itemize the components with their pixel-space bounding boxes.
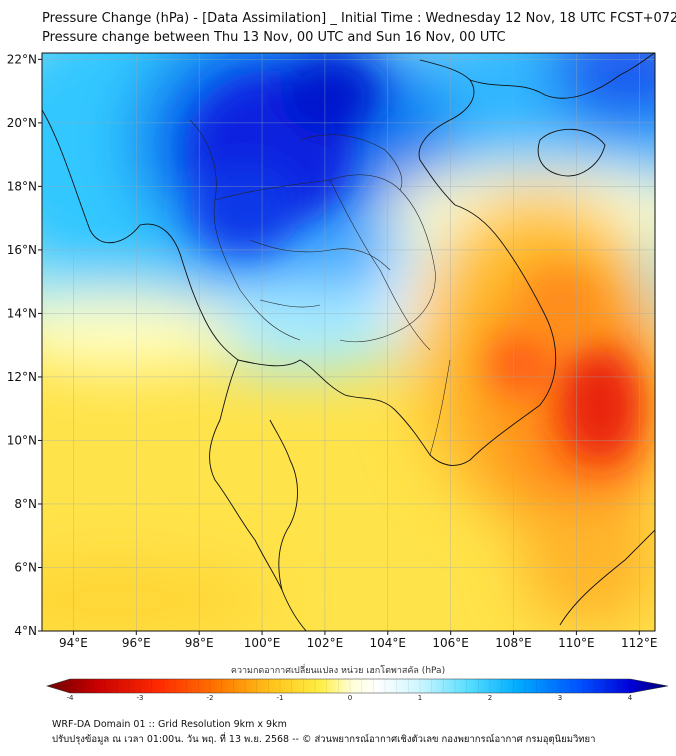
y-tick-label: 6°N	[14, 560, 37, 574]
y-tick-label: 10°N	[7, 433, 37, 447]
colorbar-tick-label: 4	[628, 694, 633, 702]
coastline-gulf	[237, 204, 557, 466]
x-tick-label: 106°E	[432, 636, 469, 650]
footer-model-info: WRF-DA Domain 01 :: Grid Resolution 9km …	[52, 719, 287, 730]
y-axis-ticks: 4°N 6°N 8°N 10°N 12°N 14°N 16°N 18°N 20°N 22°N	[7, 52, 42, 638]
x-tick-label: 98°E	[185, 636, 214, 650]
colorbar-tick-label: 2	[488, 694, 492, 702]
y-tick-label: 18°N	[7, 179, 37, 193]
y-tick-label: 22°N	[7, 52, 37, 66]
colorbar-tick-label: 3	[558, 694, 562, 702]
colorbar-ticks: -4 -3 -2 -1 0 1 2 3 4	[67, 679, 633, 702]
coastline-hainan	[537, 128, 606, 177]
map-subtitle: Pressure change between Thu 13 Nov, 00 U…	[42, 30, 506, 45]
coastlines	[42, 53, 655, 631]
map-title: Pressure Change (hPa) - [Data Assimilati…	[42, 11, 676, 26]
plot-frame	[41, 52, 656, 632]
x-tick-label: 96°E	[122, 636, 151, 650]
x-tick-label: 94°E	[59, 636, 88, 650]
colorbar-tick-label: -4	[67, 694, 75, 702]
colorbar-bar	[45, 678, 669, 694]
coastline-peninsula-east	[269, 419, 298, 591]
coastline-west	[42, 109, 307, 631]
y-tick-label: 12°N	[7, 370, 37, 384]
x-tick-label: 110°E	[558, 636, 595, 650]
colorbar-title: ความกดอากาศเปลี่ยนแปลง หน่วย เฮกโตพาสคัล…	[230, 666, 446, 676]
colorbar-tick-label: 1	[418, 694, 422, 702]
y-tick-label: 14°N	[7, 306, 37, 320]
colorbar: -4 -3 -2 -1 0 1 2 3 4	[45, 678, 669, 702]
colorbar-tick-label: -3	[137, 694, 144, 702]
footer-credit: ปรับปรุงข้อมูล ณ เวลา 01:00น. วัน พฤ. ที…	[52, 734, 596, 745]
colorbar-tick-label: -1	[277, 694, 284, 702]
pressure-field	[42, 53, 655, 631]
x-tick-label: 102°E	[307, 636, 344, 650]
colorbar-tick-label: -2	[207, 694, 214, 702]
x-tick-label: 112°E	[621, 636, 658, 650]
x-tick-label: 108°E	[495, 636, 532, 650]
y-tick-label: 16°N	[7, 243, 37, 257]
country-borders	[189, 119, 451, 456]
x-tick-label: 104°E	[370, 636, 407, 650]
y-tick-label: 20°N	[7, 116, 37, 130]
coastline-borneo	[559, 529, 655, 626]
x-tick-label: 100°E	[244, 636, 281, 650]
coastline-chinese-coast	[469, 53, 655, 99]
colorbar-tick-label: 0	[348, 694, 352, 702]
lat-lon-grid	[42, 53, 655, 632]
y-tick-label: 4°N	[14, 624, 37, 638]
x-axis-ticks: 94°E 96°E 98°E 100°E 102°E 104°E 106°E 108°E 110…	[59, 631, 658, 650]
coastline-north	[418, 59, 475, 206]
y-tick-label: 8°N	[14, 497, 37, 511]
